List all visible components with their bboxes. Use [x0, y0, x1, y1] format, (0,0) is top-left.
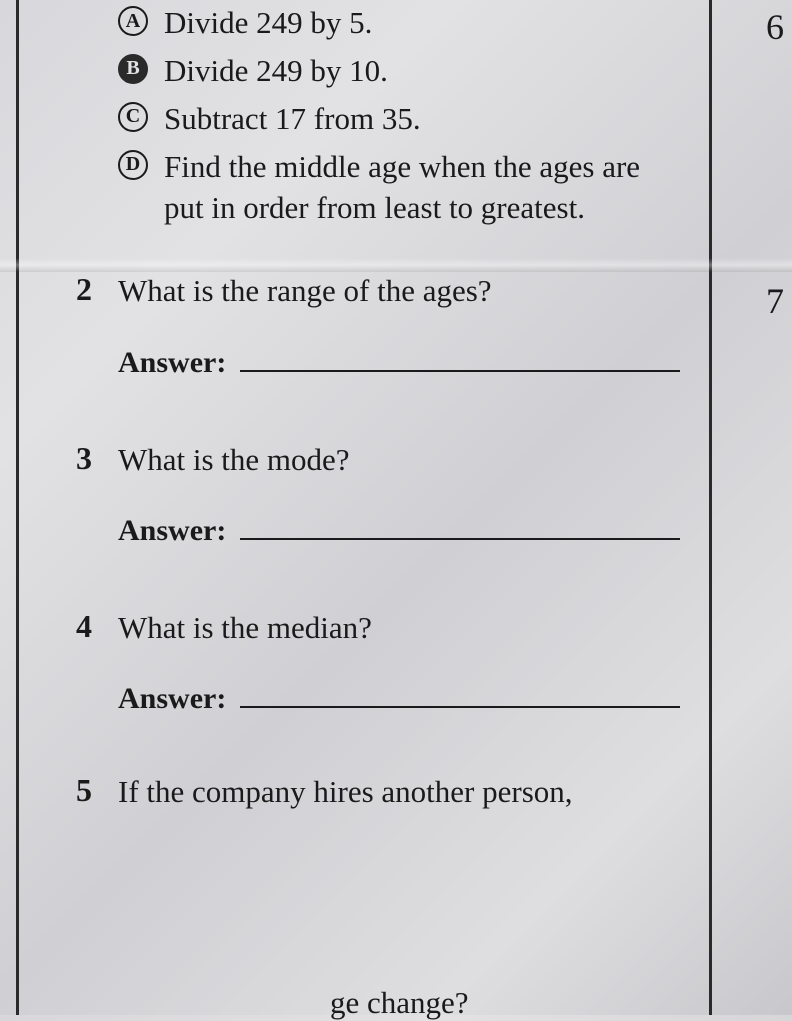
answer-label: Answer: — [118, 514, 226, 548]
answer-line: Answer: — [60, 346, 752, 380]
question-4: 4 What is the median? Answer: — [60, 608, 752, 716]
paper-crease — [0, 258, 792, 272]
question-number: 4 — [64, 608, 92, 645]
choice-c[interactable]: C Subtract 17 from 35. — [118, 98, 752, 140]
margin-number-7: 7 — [766, 280, 784, 322]
question-number: 5 — [64, 772, 92, 809]
choice-letter-icon: D — [118, 150, 148, 180]
question-5: 5 If the company hires another person, — [60, 772, 752, 812]
answer-blank[interactable] — [240, 370, 680, 372]
worksheet-page: 6 7 A Divide 249 by 5. B Divide 249 by 1… — [0, 0, 792, 1015]
margin-number-6: 6 — [766, 6, 784, 48]
answer-line: Answer: — [60, 682, 752, 716]
answer-blank[interactable] — [240, 538, 680, 540]
question-text: What is the mode? — [118, 440, 350, 480]
choice-b[interactable]: B Divide 249 by 10. — [118, 50, 752, 92]
question-number: 3 — [64, 440, 92, 477]
answer-label: Answer: — [118, 346, 226, 380]
question-2: 2 What is the range of the ages? Answer: — [60, 271, 752, 379]
answer-blank[interactable] — [240, 706, 680, 708]
choice-letter-icon: C — [118, 102, 148, 132]
answer-line: Answer: — [60, 514, 752, 548]
question-text: What is the median? — [118, 608, 372, 648]
column-rule-right — [709, 0, 712, 1015]
choice-text: Subtract 17 from 35. — [164, 98, 421, 140]
choice-d[interactable]: D Find the middle age when the ages are … — [118, 146, 752, 230]
answer-choices: A Divide 249 by 5. B Divide 249 by 10. C… — [60, 0, 752, 229]
question-text: If the company hires another person, — [118, 772, 573, 812]
choice-letter-icon: A — [118, 6, 148, 36]
choice-letter-icon: B — [118, 54, 148, 84]
choice-text: Divide 249 by 5. — [164, 2, 372, 44]
answer-label: Answer: — [118, 682, 226, 716]
choice-a[interactable]: A Divide 249 by 5. — [118, 2, 752, 44]
question-number: 2 — [64, 271, 92, 308]
question-text: What is the range of the ages? — [118, 271, 492, 311]
cutoff-text: ge change? — [330, 985, 469, 1021]
choice-text: Find the middle age when the ages are pu… — [164, 146, 684, 230]
choice-text: Divide 249 by 10. — [164, 50, 388, 92]
column-rule-left — [16, 0, 19, 1015]
question-3: 3 What is the mode? Answer: — [60, 440, 752, 548]
